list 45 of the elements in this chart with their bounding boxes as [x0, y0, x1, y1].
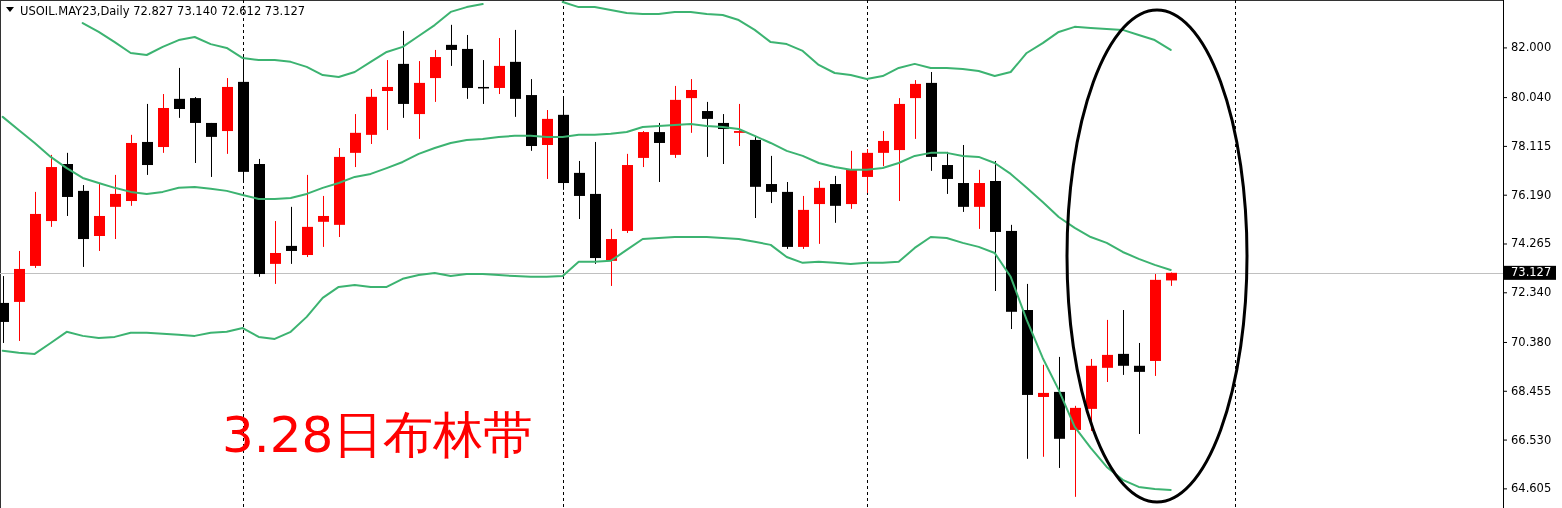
y-tick-label: 68.455 [1511, 383, 1552, 398]
candlestick [494, 37, 505, 95]
candlestick [350, 113, 361, 168]
candlestick [270, 220, 281, 285]
y-tick-label: 74.265 [1511, 236, 1552, 251]
y-tick-label: 72.340 [1511, 285, 1552, 300]
candlestick [174, 67, 185, 119]
y-tick-label: 70.380 [1511, 334, 1552, 349]
chart-title: USOIL.MAY23,Daily 72.827 73.140 72.612 73.127 [20, 4, 306, 18]
candlestick [574, 160, 585, 220]
candlestick [446, 24, 457, 67]
candlestick [94, 182, 105, 252]
candlestick [1038, 364, 1049, 458]
candlestick [142, 103, 153, 176]
candlestick [1102, 319, 1113, 383]
candlestick [1134, 342, 1145, 435]
candlestick [958, 144, 969, 213]
y-tick-label: 64.605 [1511, 481, 1552, 496]
y-tick-label: 80.040 [1511, 90, 1552, 105]
candlestick [974, 169, 985, 230]
candlestick [110, 174, 121, 240]
candlestick [206, 122, 217, 178]
candlestick [606, 228, 617, 287]
candlestick [910, 79, 921, 140]
annotation: 3.28日布林带 [222, 406, 534, 464]
candlestick [686, 78, 697, 134]
candlestick [830, 175, 841, 224]
candlestick [878, 130, 889, 167]
candlestick [382, 59, 393, 131]
candlestick [0, 275, 9, 344]
candlestick [702, 101, 713, 158]
candlestick [734, 103, 745, 147]
y-tick-label: 82.000 [1511, 40, 1552, 55]
candlestick [286, 206, 297, 265]
candlestick [1118, 309, 1129, 376]
candlestick [430, 49, 441, 103]
candlestick [318, 195, 329, 248]
ref-line-label: 73.127 [1511, 265, 1552, 280]
y-tick-label: 76.190 [1511, 187, 1552, 202]
candlestick [942, 151, 953, 195]
y-tick-label: 78.115 [1511, 138, 1552, 153]
y-tick-label: 66.530 [1511, 432, 1552, 447]
candlestick [654, 122, 665, 183]
candlestick [814, 180, 825, 245]
candlestick [766, 155, 777, 204]
